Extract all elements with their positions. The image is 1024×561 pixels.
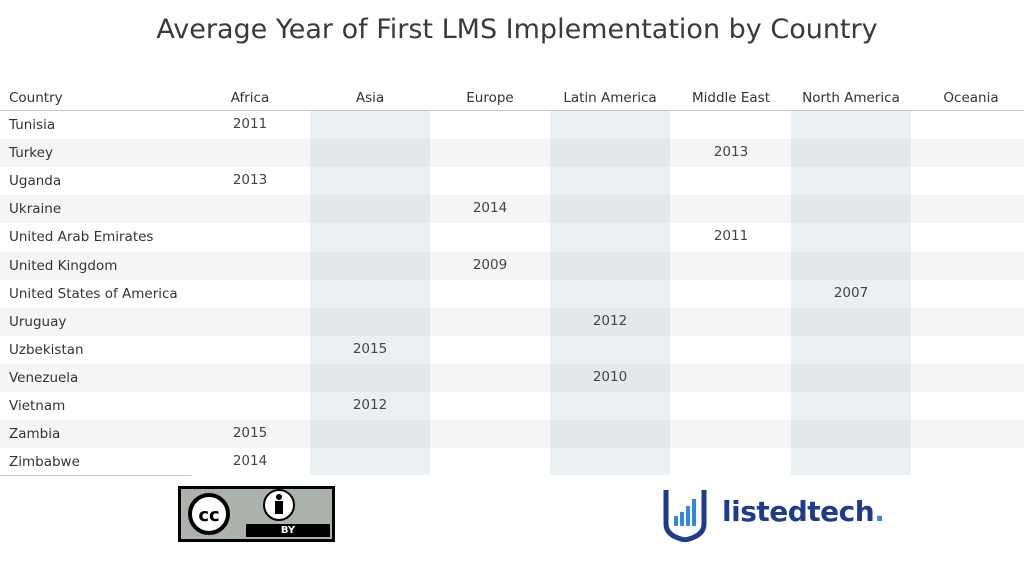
row-band xyxy=(0,251,1024,280)
cell-value: 2010 xyxy=(592,368,628,385)
header-country: Country xyxy=(9,90,63,106)
row-band xyxy=(0,195,1024,224)
country-label: Zimbabwe xyxy=(9,454,80,471)
cell-value: 2013 xyxy=(232,172,268,189)
column-shade xyxy=(550,111,670,475)
country-label: United Arab Emirates xyxy=(9,229,154,246)
chart-title: Average Year of First LMS Implementation… xyxy=(156,14,878,45)
cell-value: 2012 xyxy=(352,397,388,413)
country-label: Vietnam xyxy=(9,398,66,414)
country-label: Uzbekistan xyxy=(9,341,84,358)
header-asia: Asia xyxy=(355,90,385,106)
country-label: United States of America xyxy=(9,285,178,302)
header-middle-east: Middle East xyxy=(691,90,770,106)
row-band xyxy=(0,363,1024,392)
country-label: United Kingdom xyxy=(9,257,118,274)
country-label: Venezuela xyxy=(9,369,79,386)
country-label: Uganda xyxy=(9,173,62,190)
cell-value: 2015 xyxy=(352,340,388,357)
cell-value: 2014 xyxy=(232,453,268,470)
cell-value: 2015 xyxy=(232,425,268,442)
country-label: Tunisia xyxy=(9,117,56,133)
logo-wordmark: listedtech. xyxy=(722,495,885,528)
cc-icon: cc xyxy=(188,489,295,535)
header-latin-america: Latin America xyxy=(563,90,657,106)
cell-value: 2012 xyxy=(592,312,628,329)
header-europe: Europe xyxy=(466,90,514,106)
cell-value: 2014 xyxy=(472,200,508,217)
country-label: Uruguay xyxy=(9,313,67,330)
row-band xyxy=(0,307,1024,336)
logo-shield-icon xyxy=(663,490,707,542)
data-table: Country Africa Asia Europe Latin America Mid… xyxy=(0,86,1024,478)
header-north-america: North America xyxy=(802,90,900,106)
listedtech-logo: listedtech. xyxy=(660,486,900,542)
column-shade xyxy=(791,111,911,475)
cell-value: 2007 xyxy=(833,284,869,301)
cc-by-label: BY xyxy=(280,525,296,536)
bottom-divider xyxy=(0,475,191,476)
column-shade xyxy=(310,111,430,475)
country-label: Ukraine xyxy=(9,201,62,218)
svg-text:cc: cc xyxy=(198,505,219,526)
header-africa: Africa xyxy=(230,90,270,106)
cc-by-license-badge: cc BY xyxy=(178,486,335,542)
cell-value: 2011 xyxy=(232,116,268,132)
table-header: Country Africa Asia Europe Latin America Mid… xyxy=(0,86,1024,111)
row-band xyxy=(0,420,1024,449)
cell-value: 2009 xyxy=(472,256,508,273)
cell-value: 2011 xyxy=(713,228,749,245)
header-oceania: Oceania xyxy=(943,90,999,106)
cell-value: 2013 xyxy=(713,144,749,161)
row-band xyxy=(0,139,1024,168)
country-label: Turkey xyxy=(9,145,53,162)
country-label: Zambia xyxy=(9,426,61,443)
